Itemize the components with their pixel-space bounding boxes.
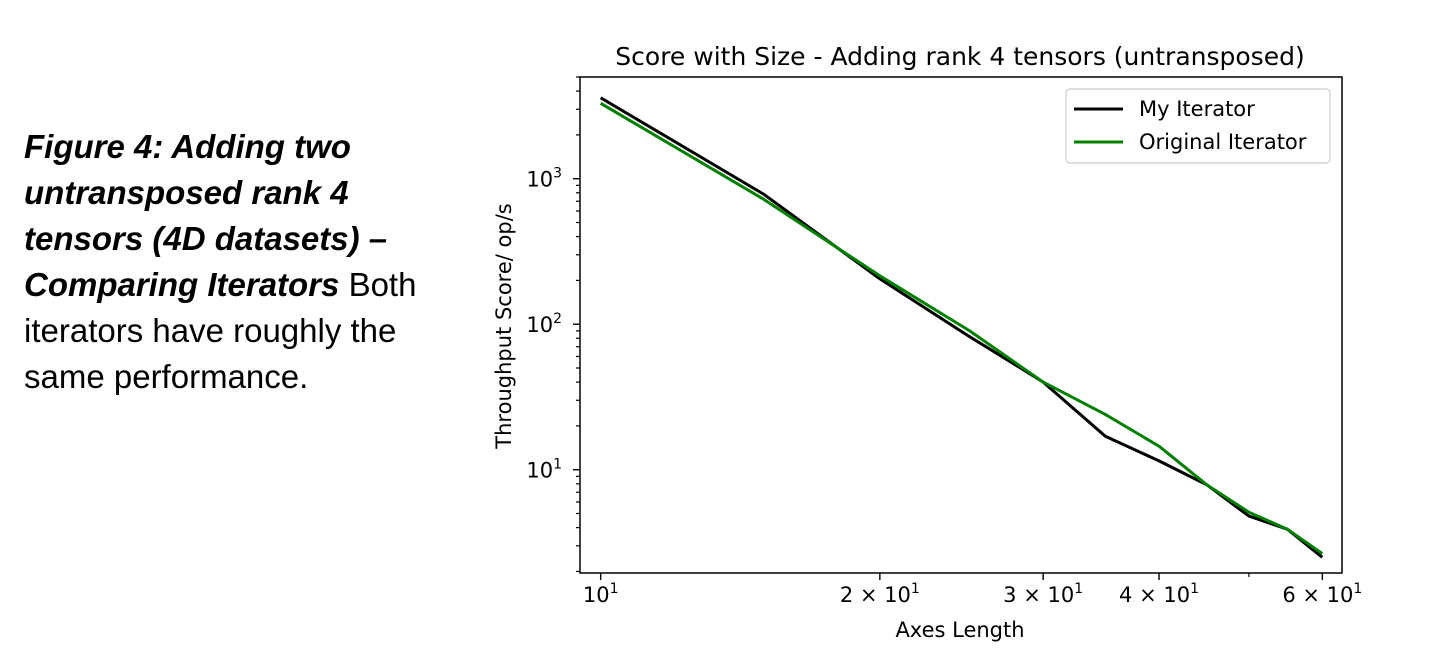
y-axis-label: Throughput Score/ op/s [492, 203, 516, 449]
legend-box [1065, 88, 1331, 164]
caption-heading: Figure 4: Adding two untransposed rank 4… [24, 128, 388, 303]
x-tick-label: 101 [583, 581, 619, 607]
chart-title: Score with Size - Adding rank 4 tensors … [615, 42, 1304, 71]
x-tick-label: 4 × 101 [1119, 581, 1199, 607]
plot-frame [579, 76, 1343, 574]
x-axis-label: Axes Length [895, 618, 1024, 642]
series-line-original-iterator [599, 102, 1324, 555]
figure-caption: Figure 4: Adding two untransposed rank 4… [24, 124, 454, 400]
legend-label: Original Iterator [1139, 130, 1307, 154]
caption-body: Both iterators have roughly the same per… [24, 266, 417, 395]
y-tick-label: 102 [526, 311, 562, 337]
y-tick-label: 101 [526, 457, 562, 483]
x-tick-label: 6 × 101 [1282, 581, 1362, 607]
x-tick-label: 3 × 101 [1003, 581, 1083, 607]
y-tick-label: 103 [526, 166, 562, 192]
x-tick-label: 2 × 101 [840, 581, 920, 607]
legend-label: My Iterator [1139, 97, 1255, 121]
